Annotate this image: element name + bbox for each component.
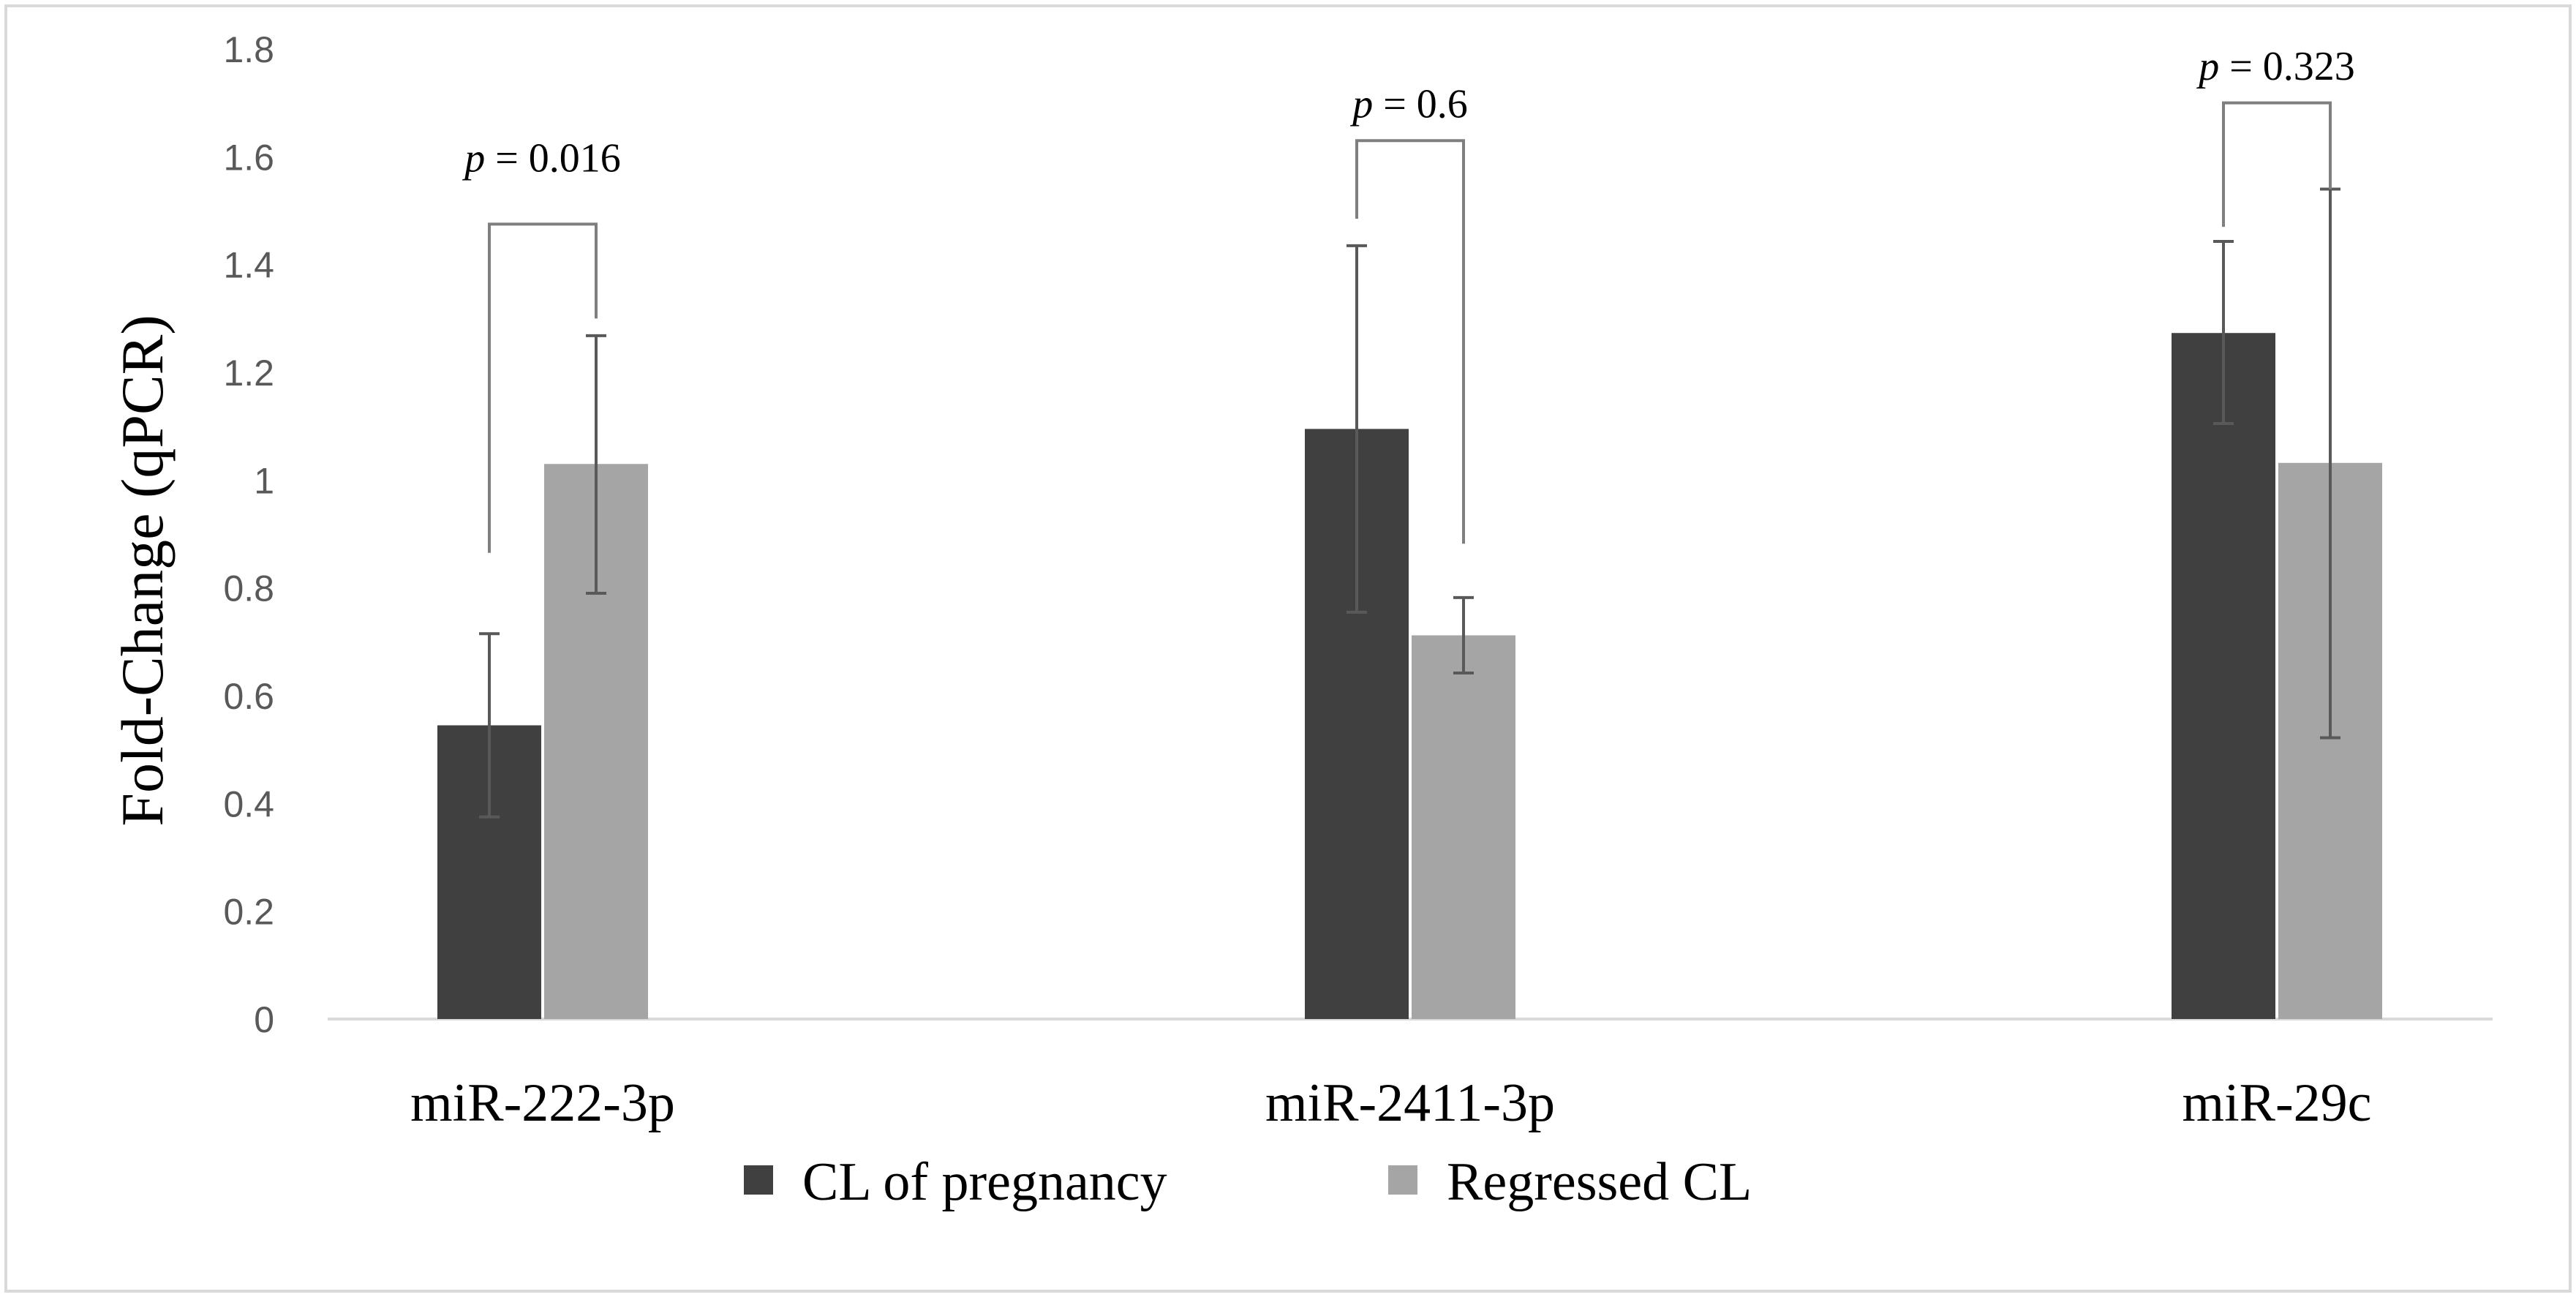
error-bars-group — [479, 187, 2340, 819]
significance-bracket — [488, 222, 598, 553]
x-category-label: miR-29c — [2183, 1073, 2372, 1133]
p-symbol: p — [2196, 44, 2219, 89]
p-value: = 0.323 — [2219, 44, 2355, 89]
p-value-label: p = 0.323 — [2196, 44, 2355, 89]
y-tick-label: 0.2 — [223, 892, 274, 933]
y-axis-label: Fold-Change (qPCR) — [109, 315, 176, 826]
y-tick-label: 1.2 — [223, 353, 274, 394]
bar-regressed-cl-mir-2411-3p — [1412, 635, 1515, 1019]
significance-bracket — [1355, 139, 1465, 544]
y-tick-label: 0.4 — [223, 783, 274, 824]
legend-swatch-regressed-cl — [1388, 1165, 1417, 1195]
y-axis-ticks: 0 0.2 0.4 0.6 0.8 1 1.2 1.4 1.6 1.8 — [223, 29, 274, 1040]
y-tick-label: 0 — [254, 999, 274, 1040]
legend-label-regressed-cl: Regressed CL — [1447, 1152, 1752, 1212]
legend: CL of pregnancy Regressed CL — [744, 1152, 1752, 1212]
y-tick-label: 1.8 — [223, 29, 274, 70]
legend-swatch-cl-pregnancy — [744, 1165, 773, 1195]
p-symbol: p — [1349, 82, 1373, 127]
bar-cl-pregnancy-mir-29c — [2172, 333, 2275, 1019]
legend-label-cl-pregnancy: CL of pregnancy — [802, 1152, 1167, 1212]
bars-group — [437, 333, 2382, 1019]
x-category-label: miR-2411-3p — [1265, 1073, 1555, 1133]
p-value: = 0.016 — [485, 135, 621, 181]
chart-border — [4, 4, 2572, 1293]
p-symbol: p — [462, 135, 485, 181]
y-tick-label: 1.6 — [223, 137, 274, 178]
p-value: = 0.6 — [1373, 82, 1468, 127]
p-value-label: p = 0.016 — [462, 135, 621, 181]
category-labels: miR-222-3p miR-2411-3p miR-29c — [410, 1073, 2371, 1133]
y-tick-label: 0.6 — [223, 676, 274, 717]
p-value-label: p = 0.6 — [1349, 82, 1468, 127]
significance-bracket — [2222, 101, 2332, 228]
x-category-label: miR-222-3p — [410, 1073, 675, 1133]
y-tick-label: 1.4 — [223, 245, 274, 286]
y-tick-label: 1 — [254, 460, 274, 501]
y-tick-label: 0.8 — [223, 568, 274, 609]
